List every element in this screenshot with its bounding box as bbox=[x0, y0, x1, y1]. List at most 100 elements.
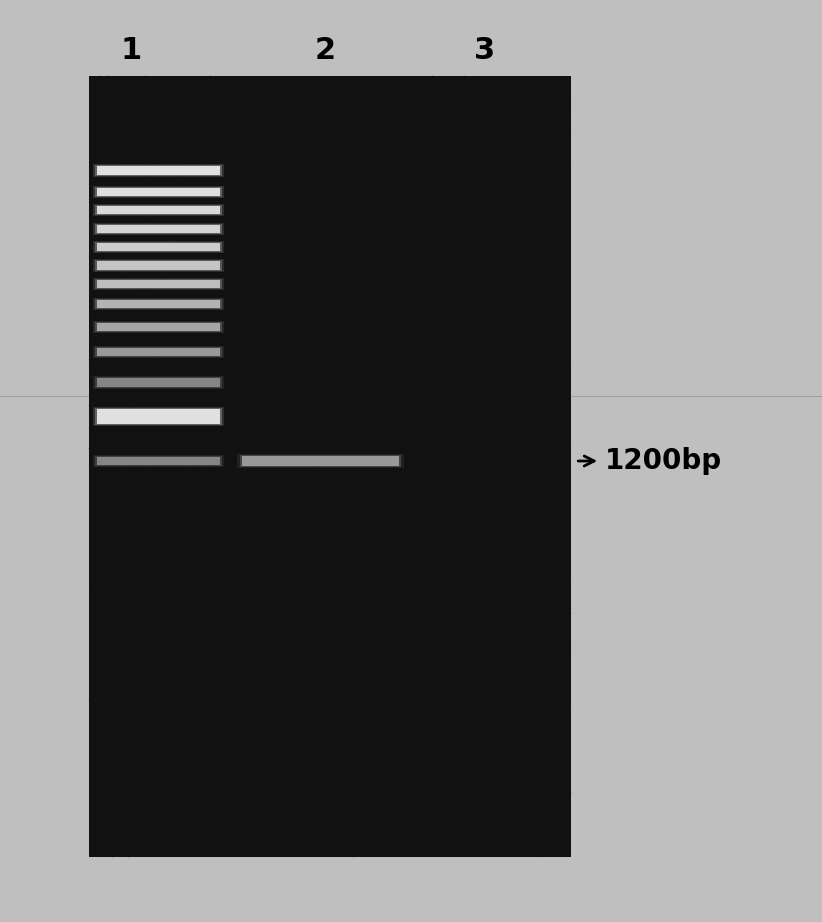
Point bbox=[446, 157, 459, 171]
Point bbox=[196, 705, 210, 720]
Point bbox=[155, 166, 168, 181]
Point bbox=[231, 238, 244, 253]
Point bbox=[497, 172, 510, 187]
Point bbox=[191, 508, 204, 523]
Point bbox=[111, 401, 124, 416]
Point bbox=[219, 788, 232, 803]
Point bbox=[463, 194, 476, 208]
Point bbox=[546, 265, 559, 279]
Point bbox=[344, 755, 358, 770]
Point bbox=[258, 583, 271, 597]
Point bbox=[564, 713, 577, 727]
Point bbox=[160, 534, 173, 549]
Point bbox=[371, 751, 384, 766]
Point bbox=[502, 531, 515, 546]
Point bbox=[335, 586, 349, 601]
Point bbox=[467, 130, 480, 145]
Point bbox=[539, 160, 552, 175]
Point bbox=[280, 735, 293, 750]
Point bbox=[353, 172, 367, 187]
Point bbox=[242, 817, 255, 832]
Point bbox=[403, 685, 416, 700]
Point bbox=[511, 526, 524, 541]
Point bbox=[524, 632, 537, 647]
Point bbox=[207, 195, 220, 210]
Point bbox=[221, 295, 234, 310]
Point bbox=[357, 476, 370, 491]
Point bbox=[174, 344, 187, 359]
Point bbox=[436, 743, 450, 758]
Point bbox=[551, 813, 564, 828]
Point bbox=[487, 360, 501, 374]
Point bbox=[340, 794, 353, 809]
Point bbox=[385, 167, 398, 182]
Point bbox=[141, 154, 155, 169]
Point bbox=[168, 100, 181, 115]
Point bbox=[364, 812, 377, 827]
Point bbox=[509, 193, 522, 207]
Point bbox=[222, 728, 235, 743]
Point bbox=[274, 514, 287, 529]
Point bbox=[181, 96, 194, 111]
Point bbox=[101, 435, 114, 450]
Point bbox=[179, 779, 192, 794]
Point bbox=[414, 199, 427, 214]
Point bbox=[538, 688, 551, 703]
Point bbox=[321, 790, 335, 805]
Point bbox=[223, 145, 236, 160]
Point bbox=[501, 136, 514, 150]
Point bbox=[178, 695, 191, 710]
Point bbox=[321, 194, 334, 208]
Point bbox=[491, 177, 504, 192]
Point bbox=[373, 343, 386, 358]
Point bbox=[132, 664, 145, 679]
Point bbox=[266, 462, 279, 477]
Point bbox=[374, 606, 387, 621]
Point bbox=[517, 439, 530, 454]
Point bbox=[136, 232, 150, 247]
Point bbox=[397, 293, 410, 308]
Point bbox=[119, 496, 132, 511]
Point bbox=[422, 555, 435, 570]
Point bbox=[351, 556, 364, 571]
Point bbox=[197, 165, 210, 180]
Point bbox=[164, 764, 177, 779]
Point bbox=[230, 415, 243, 430]
Point bbox=[359, 580, 372, 595]
Point bbox=[440, 278, 453, 293]
Point bbox=[238, 805, 251, 820]
Point bbox=[326, 824, 339, 839]
Point bbox=[287, 561, 300, 575]
Point bbox=[210, 148, 223, 163]
Point bbox=[192, 748, 205, 762]
Point bbox=[272, 837, 285, 852]
Point bbox=[481, 151, 494, 166]
Point bbox=[300, 778, 313, 793]
Point bbox=[557, 173, 570, 188]
Point bbox=[450, 412, 464, 427]
Point bbox=[556, 254, 569, 269]
Point bbox=[474, 181, 487, 195]
Point bbox=[241, 717, 254, 732]
Point bbox=[294, 343, 307, 358]
Point bbox=[535, 623, 548, 638]
Point bbox=[184, 620, 197, 634]
Point bbox=[203, 295, 216, 310]
Point bbox=[191, 601, 204, 616]
Point bbox=[300, 102, 313, 117]
Point bbox=[200, 252, 213, 266]
Point bbox=[132, 258, 145, 273]
Point bbox=[530, 334, 543, 349]
Point bbox=[377, 410, 390, 425]
Point bbox=[420, 280, 433, 295]
Point bbox=[111, 685, 124, 700]
Point bbox=[553, 754, 566, 769]
Point bbox=[163, 239, 176, 254]
Point bbox=[505, 346, 518, 361]
Point bbox=[138, 742, 151, 757]
Point bbox=[238, 759, 252, 774]
Point bbox=[97, 609, 110, 624]
Point bbox=[546, 509, 559, 524]
Point bbox=[186, 845, 199, 859]
Point bbox=[413, 100, 426, 115]
